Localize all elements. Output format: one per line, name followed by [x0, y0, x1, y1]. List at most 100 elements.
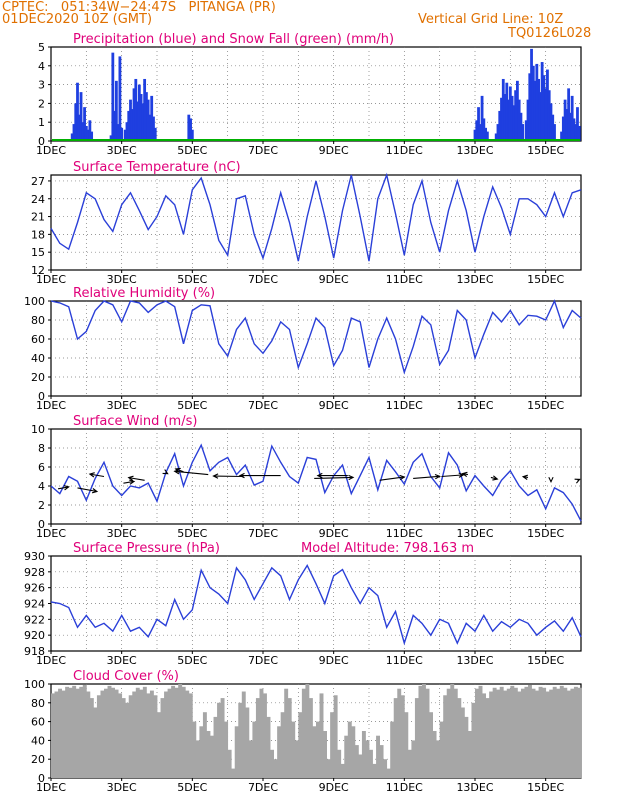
x-tick-label: 9DEC [319, 399, 349, 412]
cloud-bar [252, 721, 257, 778]
precip-bar [553, 124, 556, 141]
precip-bar [516, 80, 519, 141]
y-tick-label: 926 [24, 582, 45, 595]
precip-bar [576, 107, 579, 141]
cloud-bar [82, 684, 87, 778]
wind-arrow-head [162, 469, 169, 475]
precip-bar [546, 69, 549, 141]
cloud-bar [294, 740, 299, 778]
cloud-bar [570, 688, 575, 778]
precip-bar [81, 122, 85, 141]
precip-bar [141, 103, 145, 141]
x-tick-label: 5DEC [177, 399, 207, 412]
cloud-bar [549, 689, 554, 778]
y-tick-label: 0 [38, 772, 45, 785]
cloud-bar [248, 740, 253, 778]
precip-bar [521, 124, 525, 141]
y-tick-label: 922 [24, 613, 45, 626]
panel-title: Cloud Cover (%) [73, 669, 179, 684]
precip-bar [129, 99, 132, 141]
precip-bar [152, 116, 155, 141]
precip-bar [526, 99, 530, 141]
header-location: CPTEC: 051:34W−24:47S PITANGA (PR) [2, 0, 276, 15]
cloud-bar [496, 689, 501, 778]
precip-bar [123, 129, 127, 141]
x-tick-label: 7DEC [248, 399, 278, 412]
x-tick-label: 13DEC [456, 654, 493, 667]
cloud-bar [361, 731, 366, 778]
precip-bar [76, 82, 79, 141]
precip-bar [478, 124, 482, 141]
cloud-bar [323, 731, 327, 778]
cloud-bar [577, 687, 582, 778]
x-tick-label: 1DEC [36, 273, 66, 286]
x-tick-label: 3DEC [107, 144, 137, 157]
cloud-bar [376, 735, 380, 778]
wind-arrow-head [316, 472, 323, 479]
precip-bar [498, 110, 502, 141]
wind-arrow-head [88, 472, 95, 478]
cloud-bar [358, 754, 363, 778]
cloud-bar [111, 687, 115, 778]
panel-frame [50, 174, 582, 271]
cloud-bar [217, 702, 221, 778]
x-tick-label: 11DEC [386, 273, 423, 286]
cloud-bar [460, 707, 465, 778]
x-tick-label: 3DEC [107, 654, 137, 667]
cloud-bar [220, 698, 225, 778]
precip-bar [537, 78, 540, 141]
cloud-bar [422, 684, 426, 778]
cloud-bar [439, 721, 444, 778]
cloud-bar [305, 684, 310, 778]
cloud-bar [149, 690, 154, 778]
precip-bar [70, 133, 74, 141]
cloud-bar [471, 702, 476, 778]
cloud-bar [255, 698, 260, 778]
wind-arrow-head [238, 472, 245, 479]
cloud-bar [411, 740, 416, 778]
cloud-bar [146, 693, 151, 778]
cloud-bar [178, 684, 183, 778]
wind-arrow-head [129, 479, 136, 485]
cloud-bar [202, 712, 207, 778]
precip-bar [540, 62, 544, 141]
cloud-bar [157, 712, 161, 778]
precip-bar [477, 107, 480, 141]
wind-arrow-head [127, 475, 134, 481]
precip-bar [79, 92, 83, 141]
y-tick-label: 920 [24, 629, 45, 642]
cloud-bar [485, 698, 490, 778]
precip-bar [512, 105, 516, 141]
precip-bar [508, 86, 512, 141]
wind-arrow-head [91, 488, 99, 494]
x-tick-label: 15DEC [527, 144, 564, 157]
precip-bar [190, 129, 194, 141]
x-tick-label: 5DEC [177, 273, 207, 286]
cloud-bar [181, 686, 186, 778]
y-tick-label: 1 [38, 116, 45, 129]
cloud-bar [114, 689, 119, 778]
cloud-bar [65, 686, 70, 778]
x-tick-label: 1DEC [36, 781, 66, 794]
cloud-bar [330, 712, 335, 778]
cloud-bar [535, 690, 539, 778]
x-tick-label: 13DEC [456, 527, 493, 540]
x-tick-label: 11DEC [386, 781, 423, 794]
x-tick-label: 15DEC [527, 781, 564, 794]
cloud-bar [61, 690, 66, 778]
cloud-bar [573, 686, 578, 778]
precip-bar [570, 95, 574, 141]
wind-arrow-head [173, 469, 180, 475]
x-tick-label: 15DEC [527, 527, 564, 540]
panel-annotation: Model Altitude: 798.163 m [301, 541, 474, 556]
x-tick-label: 11DEC [386, 527, 423, 540]
cloud-bar [333, 695, 338, 778]
cloud-bar [280, 712, 285, 778]
x-tick-label: 5DEC [177, 654, 207, 667]
cloud-bar [464, 716, 469, 778]
cloud-bar [86, 691, 91, 778]
cloud-bar [489, 691, 494, 778]
x-tick-label: 11DEC [386, 654, 423, 667]
wind-arrow-head [521, 474, 528, 480]
